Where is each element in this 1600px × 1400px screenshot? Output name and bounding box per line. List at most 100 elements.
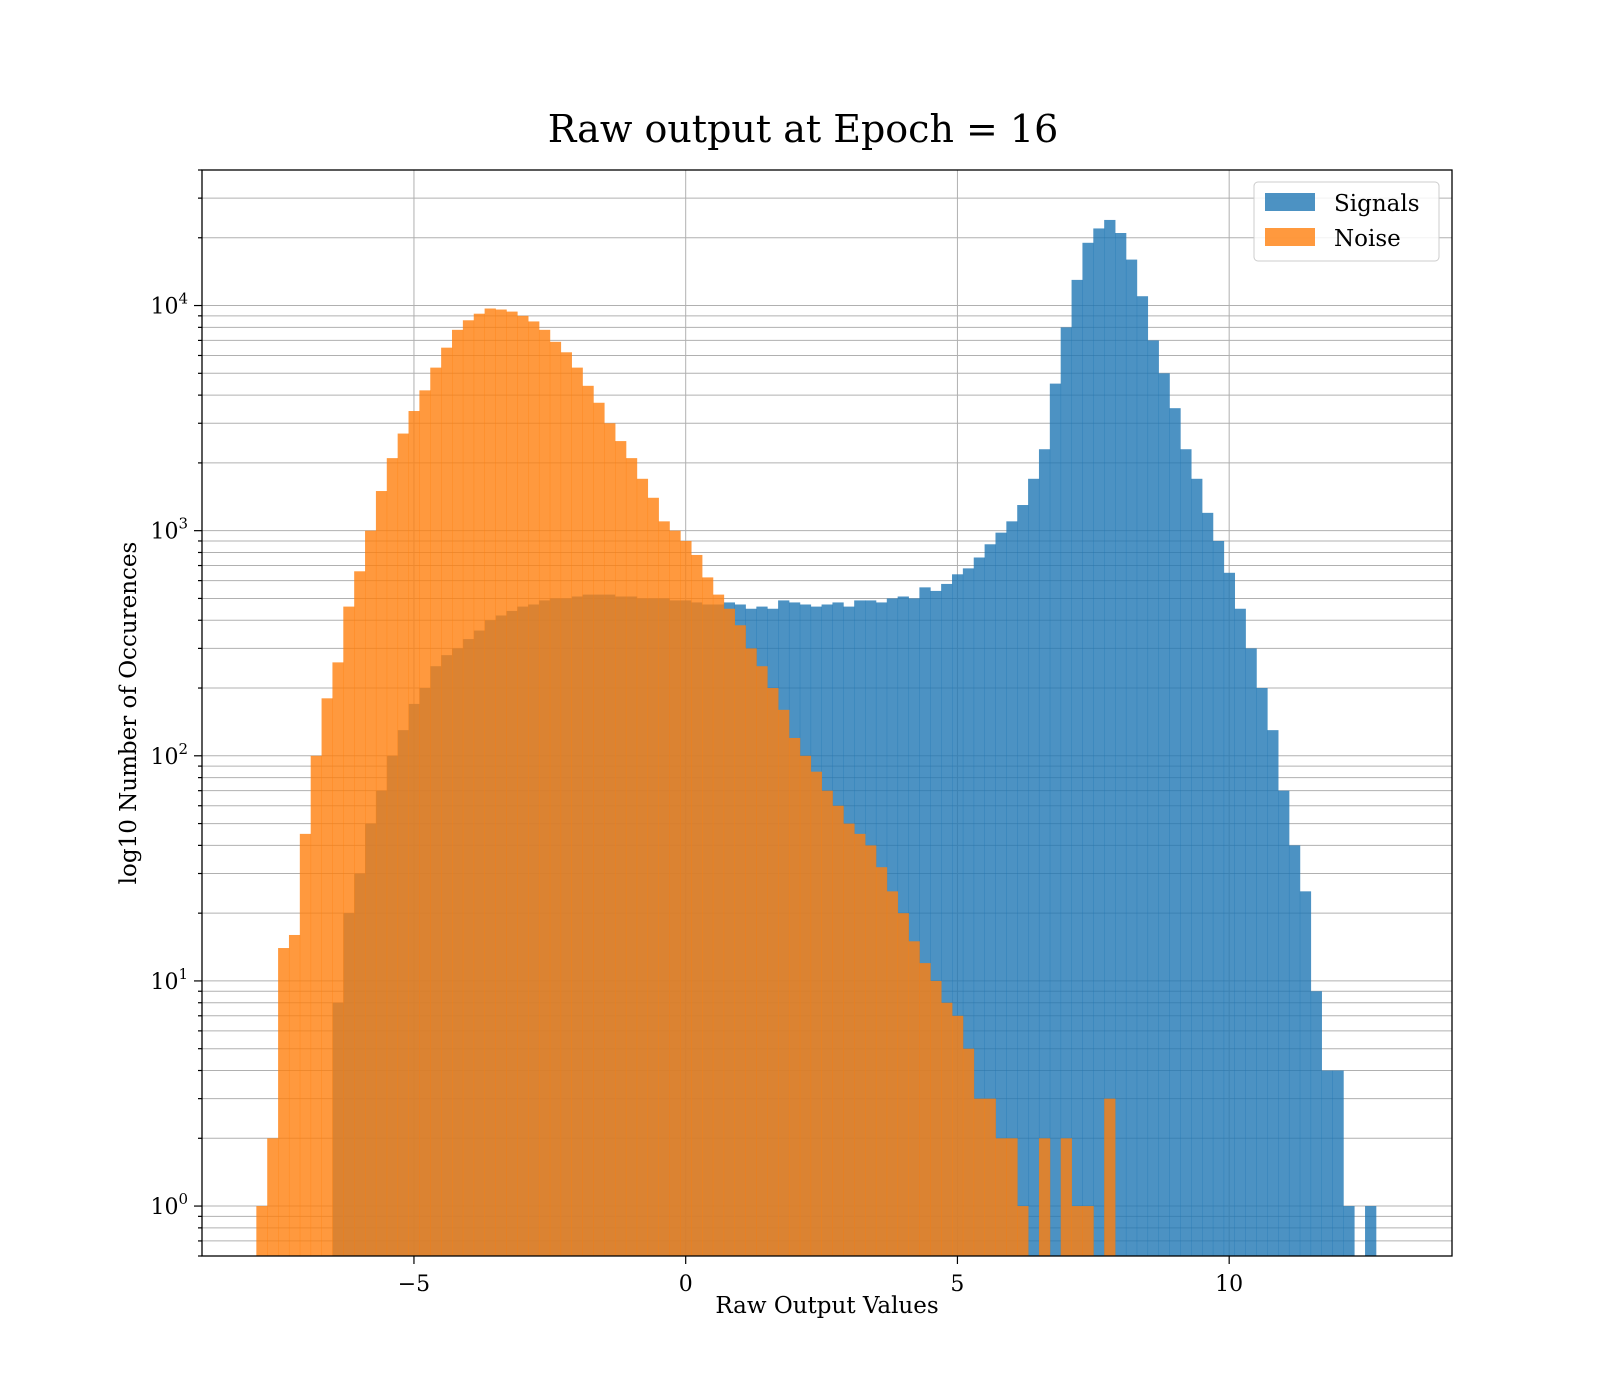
bar-noise-16 — [430, 367, 442, 1256]
bar-noise-50 — [799, 755, 812, 1256]
bar-signals-84 — [1245, 648, 1257, 1256]
bar-noise-39 — [680, 540, 692, 1256]
bar-noise-55 — [854, 833, 866, 1256]
bar-noise-66 — [973, 1098, 986, 1256]
bar-noise-10 — [365, 530, 377, 1256]
bar-noise-78 — [1104, 1098, 1116, 1256]
bar-noise-26 — [538, 329, 551, 1257]
bar-signals-63 — [1017, 505, 1029, 1256]
bar-noise-9 — [354, 571, 366, 1256]
histogram-bars — [256, 219, 1377, 1257]
bar-noise-27 — [549, 341, 562, 1256]
y-axis-label: log10 Number of Occurences — [116, 542, 142, 885]
bar-noise-64 — [952, 1015, 964, 1256]
bar-noise-11 — [375, 491, 388, 1257]
bar-noise-70 — [1017, 1206, 1029, 1256]
bar-noise-30 — [582, 385, 594, 1257]
bar-noise-25 — [528, 321, 540, 1256]
bar-noise-63 — [941, 1002, 953, 1256]
legend-swatch-noise — [1265, 228, 1315, 246]
bar-noise-75 — [1071, 1206, 1083, 1256]
bar-signals-70 — [1093, 228, 1105, 1257]
bar-signals-53 — [908, 598, 920, 1256]
bar-signals-71 — [1104, 219, 1116, 1257]
y-tick-label-2: 102 — [150, 740, 188, 770]
bar-signals-67 — [1060, 327, 1072, 1256]
bar-noise-18 — [452, 329, 464, 1257]
bar-noise-6 — [321, 698, 333, 1256]
bar-signals-62 — [1006, 521, 1018, 1256]
bar-signals-89 — [1299, 891, 1312, 1256]
bar-signals-80 — [1202, 512, 1214, 1256]
bar-noise-43 — [723, 608, 736, 1256]
bar-signals-58 — [962, 568, 975, 1256]
bar-noise-54 — [843, 823, 855, 1256]
bar-signals-64 — [1028, 478, 1040, 1256]
bar-noise-65 — [962, 1048, 975, 1256]
bar-noise-13 — [397, 433, 409, 1256]
legend-label-noise: Noise — [1334, 226, 1401, 252]
y-tick-label-4: 104 — [150, 290, 188, 320]
bar-noise-36 — [647, 497, 659, 1256]
axis-ticks: −5 0 5 10 100 101 102 103 104 — [150, 169, 1243, 1297]
bar-noise-33 — [615, 441, 627, 1256]
bar-noise-24 — [517, 315, 529, 1256]
bar-signals-93 — [1343, 1206, 1355, 1256]
bar-noise-76 — [1082, 1206, 1094, 1256]
bar-noise-61 — [919, 963, 931, 1256]
bar-noise-23 — [506, 311, 518, 1256]
bar-signals-85 — [1256, 688, 1268, 1256]
bar-noise-44 — [734, 625, 746, 1256]
bar-noise-69 — [1006, 1138, 1018, 1256]
legend-label-signals: Signals — [1334, 191, 1420, 217]
bar-noise-42 — [712, 594, 725, 1256]
bar-noise-34 — [625, 458, 638, 1256]
bar-noise-15 — [419, 390, 431, 1257]
bar-signals-74 — [1136, 296, 1149, 1256]
bar-noise-29 — [571, 367, 583, 1256]
bar-noise-40 — [691, 554, 703, 1256]
bar-signals-72 — [1115, 233, 1127, 1257]
bar-signals-65 — [1038, 449, 1051, 1257]
bar-signals-79 — [1191, 478, 1203, 1256]
bar-noise-35 — [636, 478, 649, 1256]
bar-signals-54 — [919, 587, 931, 1256]
bar-noise-74 — [1060, 1138, 1072, 1256]
bar-noise-51 — [810, 771, 822, 1256]
bar-noise-28 — [560, 352, 572, 1256]
x-tick-label-1: 0 — [679, 1272, 693, 1297]
bar-noise-21 — [484, 308, 496, 1256]
bar-signals-82 — [1223, 572, 1236, 1256]
bar-noise-56 — [865, 845, 877, 1256]
bar-noise-57 — [875, 867, 888, 1256]
bar-signals-78 — [1180, 449, 1192, 1257]
bar-signals-90 — [1310, 991, 1322, 1256]
bar-noise-72 — [1038, 1138, 1051, 1256]
x-axis-label: Raw Output Values — [715, 1293, 938, 1319]
bar-signals-75 — [1147, 340, 1159, 1256]
bar-noise-46 — [756, 666, 768, 1256]
y-tick-label-1: 101 — [150, 965, 188, 995]
bar-noise-8 — [343, 606, 355, 1256]
bar-noise-67 — [984, 1098, 996, 1256]
bar-noise-53 — [832, 805, 844, 1256]
bar-signals-83 — [1234, 608, 1246, 1256]
plot-frame — [201, 169, 1453, 1257]
bar-noise-0 — [256, 1206, 268, 1256]
bar-noise-31 — [593, 402, 605, 1256]
bar-signals-61 — [995, 532, 1007, 1256]
bar-noise-41 — [702, 577, 714, 1256]
bar-signals-76 — [1158, 373, 1170, 1257]
bar-noise-7 — [332, 662, 344, 1256]
x-tick-label-3: 10 — [1215, 1272, 1243, 1297]
bar-signals-87 — [1278, 790, 1290, 1256]
bar-signals-88 — [1288, 845, 1301, 1256]
bar-noise-2 — [278, 948, 290, 1256]
chart-title: Raw output at Epoch = 16 — [548, 107, 1059, 151]
bar-noise-48 — [778, 709, 790, 1256]
bar-noise-4 — [299, 833, 312, 1256]
legend-swatch-signals — [1265, 193, 1315, 211]
legend: Signals Noise — [1253, 181, 1440, 262]
bar-signals-59 — [973, 557, 986, 1256]
bar-signals-68 — [1071, 279, 1083, 1256]
